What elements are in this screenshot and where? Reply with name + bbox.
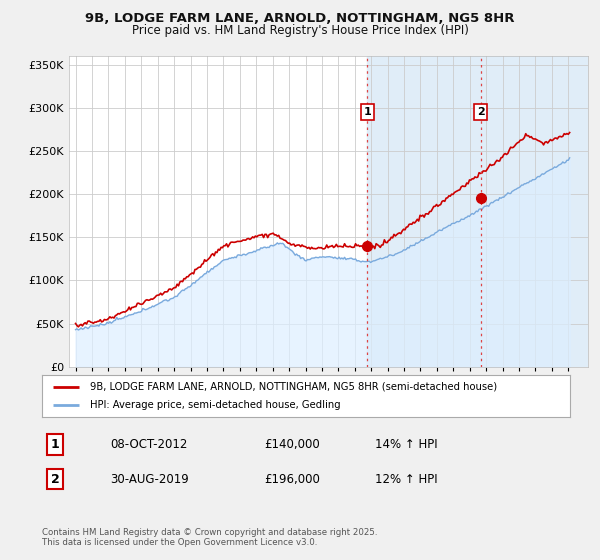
Text: 1: 1 — [51, 438, 59, 451]
Text: 08-OCT-2012: 08-OCT-2012 — [110, 438, 188, 451]
Text: 9B, LODGE FARM LANE, ARNOLD, NOTTINGHAM, NG5 8HR (semi-detached house): 9B, LODGE FARM LANE, ARNOLD, NOTTINGHAM,… — [89, 382, 497, 392]
Bar — [367, 56, 481, 367]
Text: 2: 2 — [51, 473, 59, 486]
Text: 1: 1 — [364, 107, 371, 117]
Text: Price paid vs. HM Land Registry's House Price Index (HPI): Price paid vs. HM Land Registry's House … — [131, 24, 469, 36]
Text: 12% ↑ HPI: 12% ↑ HPI — [374, 473, 437, 486]
Text: 14% ↑ HPI: 14% ↑ HPI — [374, 438, 437, 451]
Text: Contains HM Land Registry data © Crown copyright and database right 2025.
This d: Contains HM Land Registry data © Crown c… — [42, 528, 377, 547]
Text: HPI: Average price, semi-detached house, Gedling: HPI: Average price, semi-detached house,… — [89, 400, 340, 410]
Bar — [481, 56, 593, 367]
Text: 9B, LODGE FARM LANE, ARNOLD, NOTTINGHAM, NG5 8HR: 9B, LODGE FARM LANE, ARNOLD, NOTTINGHAM,… — [85, 12, 515, 25]
Text: £196,000: £196,000 — [264, 473, 320, 486]
Text: 30-AUG-2019: 30-AUG-2019 — [110, 473, 190, 486]
Text: 2: 2 — [477, 107, 484, 117]
Text: £140,000: £140,000 — [264, 438, 320, 451]
